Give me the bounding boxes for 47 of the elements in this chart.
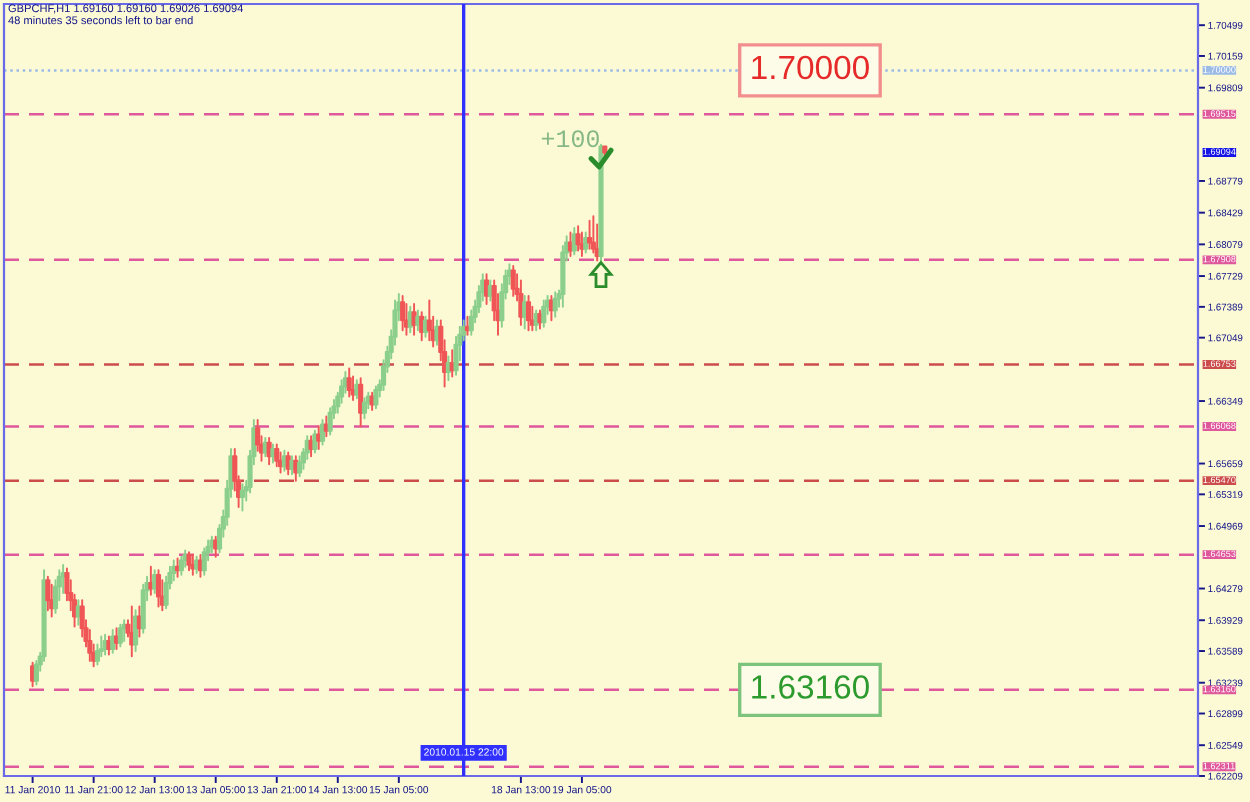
candlestick bbox=[239, 483, 245, 512]
candlestick bbox=[186, 551, 192, 572]
candlestick bbox=[175, 557, 181, 578]
candlestick bbox=[541, 299, 547, 328]
candlestick bbox=[60, 563, 66, 594]
candlestick bbox=[98, 635, 104, 658]
annotation: 1.63160 bbox=[752, 675, 869, 699]
annotation: 1.70000 bbox=[752, 55, 869, 80]
candlestick bbox=[518, 279, 524, 326]
candlestick bbox=[201, 547, 207, 576]
candlestick bbox=[133, 609, 139, 652]
candlestick bbox=[297, 455, 303, 478]
candlestick bbox=[274, 443, 280, 468]
candlestick bbox=[327, 407, 333, 436]
candlestick bbox=[403, 303, 410, 336]
candlestick bbox=[323, 415, 329, 438]
candlestick bbox=[400, 294, 406, 332]
candlestick bbox=[49, 583, 55, 618]
candlestick bbox=[426, 299, 432, 342]
candlestick bbox=[155, 569, 162, 608]
candlestick bbox=[277, 451, 284, 474]
candlestick bbox=[110, 629, 116, 654]
candlestick bbox=[598, 143, 604, 262]
candlestick bbox=[113, 627, 120, 651]
candlestick bbox=[117, 623, 123, 648]
candlestick bbox=[510, 265, 516, 297]
candlestick bbox=[178, 555, 184, 576]
candlestick bbox=[94, 643, 101, 666]
candlestick bbox=[346, 367, 352, 398]
candlestick bbox=[171, 559, 177, 582]
candlestick bbox=[552, 291, 558, 318]
candlestick bbox=[129, 605, 135, 658]
candlestick bbox=[583, 231, 589, 254]
candlestick bbox=[45, 575, 51, 612]
candlestick bbox=[373, 385, 379, 410]
candlestick bbox=[140, 583, 146, 634]
candlestick bbox=[33, 659, 39, 686]
candlestick bbox=[575, 225, 581, 252]
candlestick bbox=[571, 227, 577, 256]
candlestick bbox=[358, 377, 364, 428]
candlestick bbox=[190, 553, 196, 576]
candlestick bbox=[579, 231, 585, 258]
annotation: +100 bbox=[541, 130, 599, 148]
candlestick bbox=[148, 565, 154, 596]
candlestick bbox=[586, 219, 593, 250]
candlestick bbox=[590, 215, 596, 254]
candlestick bbox=[316, 425, 322, 450]
